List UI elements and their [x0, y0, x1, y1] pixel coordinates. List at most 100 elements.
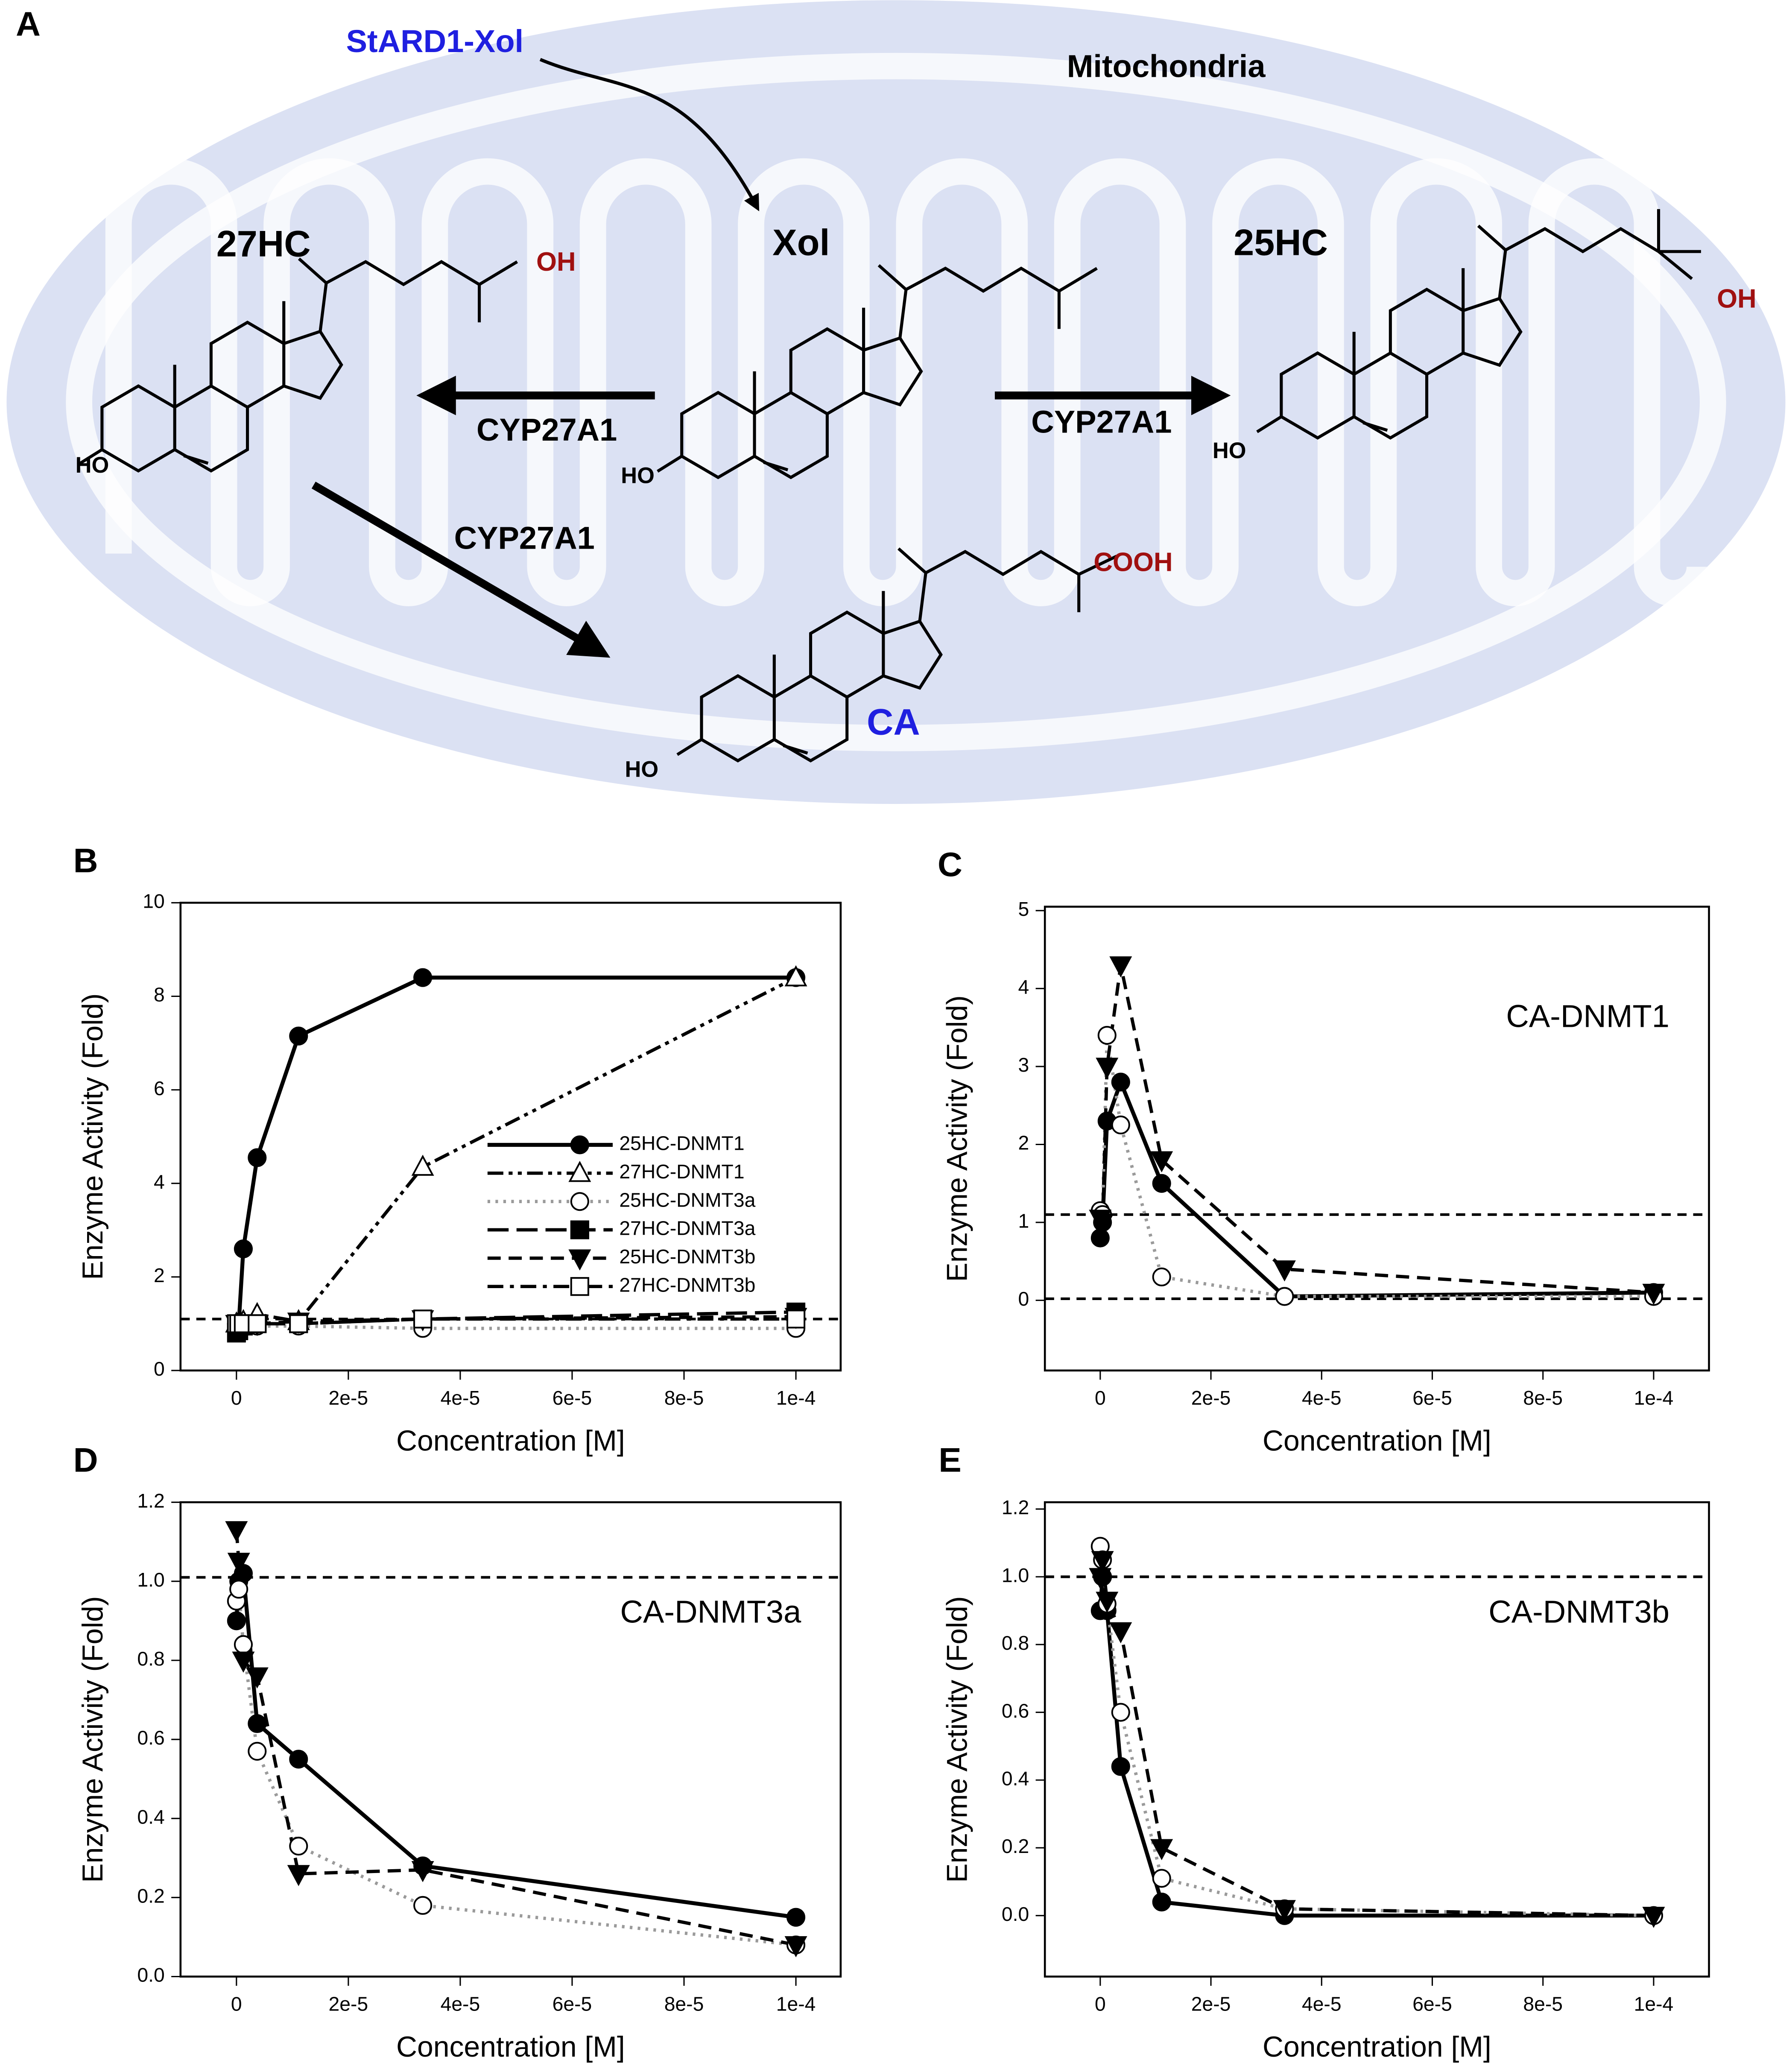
marker — [413, 968, 433, 987]
y-tick-label: 0.2 — [137, 1885, 164, 1907]
annotation: CA-DNMT3a — [620, 1594, 802, 1629]
marker — [1152, 1174, 1171, 1193]
marker — [246, 1667, 269, 1689]
x-tick-label: 4e-5 — [1302, 1387, 1342, 1409]
legend-label: 25HC-DNMT3a — [619, 1189, 755, 1211]
y-tick-label: 0.0 — [137, 1964, 164, 1986]
legend-marker — [570, 1220, 589, 1239]
y-tick-label: 0 — [1018, 1288, 1029, 1310]
transport-arrow — [539, 58, 760, 211]
marker — [784, 1936, 807, 1958]
marker — [289, 1836, 308, 1856]
legend-marker — [568, 1160, 591, 1182]
marker — [232, 1651, 255, 1673]
marker — [1273, 1260, 1296, 1282]
y-axis-title: Enzyme Activity (Fold) — [941, 995, 973, 1282]
x-tick-label: 0 — [231, 1993, 242, 2015]
marker — [1091, 1213, 1114, 1235]
marker — [1089, 1568, 1112, 1590]
y-tick-label: 0.6 — [1002, 1700, 1029, 1722]
y-tick-label: 0.2 — [1002, 1835, 1029, 1857]
marker — [786, 1309, 806, 1329]
x-tick-label: 0 — [1095, 1993, 1106, 2015]
annotation: CA-DNMT1 — [1506, 999, 1669, 1034]
x-tick-label: 2e-5 — [1191, 1387, 1231, 1409]
x-tick-label: 2e-5 — [1191, 1993, 1231, 2015]
functional-group: OH — [1717, 284, 1757, 313]
series-line — [234, 1530, 796, 1947]
x-axis-title: Concentration [M] — [1263, 1425, 1491, 1457]
y-tick-label: 0.8 — [1002, 1632, 1029, 1654]
series-line — [1099, 1035, 1654, 1298]
legend-marker — [570, 1192, 589, 1211]
y-tick-label: 1.2 — [1002, 1496, 1029, 1519]
annotation: CA-DNMT3b — [1488, 1594, 1669, 1629]
plot-frame — [179, 1501, 842, 1978]
x-tick-label: 0 — [1095, 1387, 1106, 1409]
x-tick-label: 1e-4 — [776, 1387, 816, 1409]
x-tick-label: 4e-5 — [441, 1993, 480, 2015]
tail — [1077, 555, 1117, 612]
y-tick-label: 1.2 — [137, 1490, 164, 1512]
plot-frame — [179, 902, 842, 1372]
chart: E 0.0 0.2 0.4 0.6 0.8 1.0 1.2 0 2e-5 4e-5 6e-5 8e-5 1… — [938, 1441, 1710, 2063]
x-axis-title: Concentration [M] — [396, 1425, 625, 1457]
x-axis-title: Concentration [M] — [1263, 2031, 1491, 2063]
x-tick-label: 0 — [231, 1387, 242, 1409]
y-tick-label: 2 — [1018, 1132, 1029, 1154]
tail — [477, 260, 518, 323]
enzyme-label: CYP27A1 — [477, 412, 617, 447]
y-tick-label: 0 — [154, 1358, 165, 1380]
source-label: StARD1-Xol — [346, 23, 524, 59]
cristae — [66, 53, 1726, 751]
marker — [1091, 1551, 1114, 1572]
x-tick-label: 1e-4 — [1634, 1387, 1674, 1409]
marker — [227, 1611, 246, 1631]
marker — [1111, 1703, 1130, 1722]
marker — [248, 1148, 267, 1167]
marker — [1111, 1115, 1130, 1134]
marker — [289, 1314, 308, 1333]
y-tick-label: 1.0 — [1002, 1564, 1029, 1586]
compartment-label: Mitochondria — [1067, 49, 1266, 84]
marker — [411, 1861, 434, 1882]
x-tick-label: 6e-5 — [1412, 1993, 1452, 2015]
marker — [227, 1552, 250, 1574]
marker — [1150, 1151, 1173, 1172]
hydroxyl: HO — [621, 463, 655, 488]
marker — [1090, 1228, 1110, 1248]
marker — [229, 1580, 248, 1599]
marker — [413, 1896, 433, 1915]
enzyme-label: CYP27A1 — [1031, 404, 1172, 440]
arrows — [311, 375, 1231, 658]
x-tick-label: 2e-5 — [329, 1387, 368, 1409]
legend-label: 25HC-DNMT3b — [619, 1245, 755, 1268]
x-tick-label: 6e-5 — [553, 1993, 592, 2015]
x-tick-label: 6e-5 — [1412, 1387, 1452, 1409]
series-line — [1098, 1076, 1654, 1299]
y-tick-label: 0.8 — [137, 1648, 164, 1670]
y-tick-label: 0.4 — [1002, 1767, 1029, 1789]
marker — [234, 1635, 253, 1654]
marker — [1109, 956, 1132, 978]
molecule-name: CA — [867, 702, 920, 743]
marker — [1111, 1072, 1130, 1092]
x-tick-label: 8e-5 — [664, 1993, 704, 2015]
x-tick-label: 4e-5 — [1302, 1993, 1342, 2015]
marker — [248, 1714, 267, 1733]
y-tick-label: 2 — [154, 1264, 165, 1286]
panel-label: C — [938, 845, 962, 884]
tail — [1657, 209, 1701, 280]
x-tick-label: 8e-5 — [664, 1387, 704, 1409]
y-axis-title: Enzyme Activity (Fold) — [77, 993, 109, 1280]
y-tick-label: 0.4 — [137, 1806, 164, 1828]
plot-frame — [1044, 1501, 1710, 1978]
legend-label: 25HC-DNMT1 — [619, 1132, 744, 1154]
y-axis-title: Enzyme Activity (Fold) — [941, 1596, 973, 1882]
y-tick-label: 0.0 — [1002, 1903, 1029, 1925]
marker — [234, 1239, 253, 1259]
marker — [1642, 1283, 1665, 1305]
legend-label: 27HC-DNMT3b — [619, 1274, 755, 1296]
molecule-name: Xol — [772, 222, 830, 263]
